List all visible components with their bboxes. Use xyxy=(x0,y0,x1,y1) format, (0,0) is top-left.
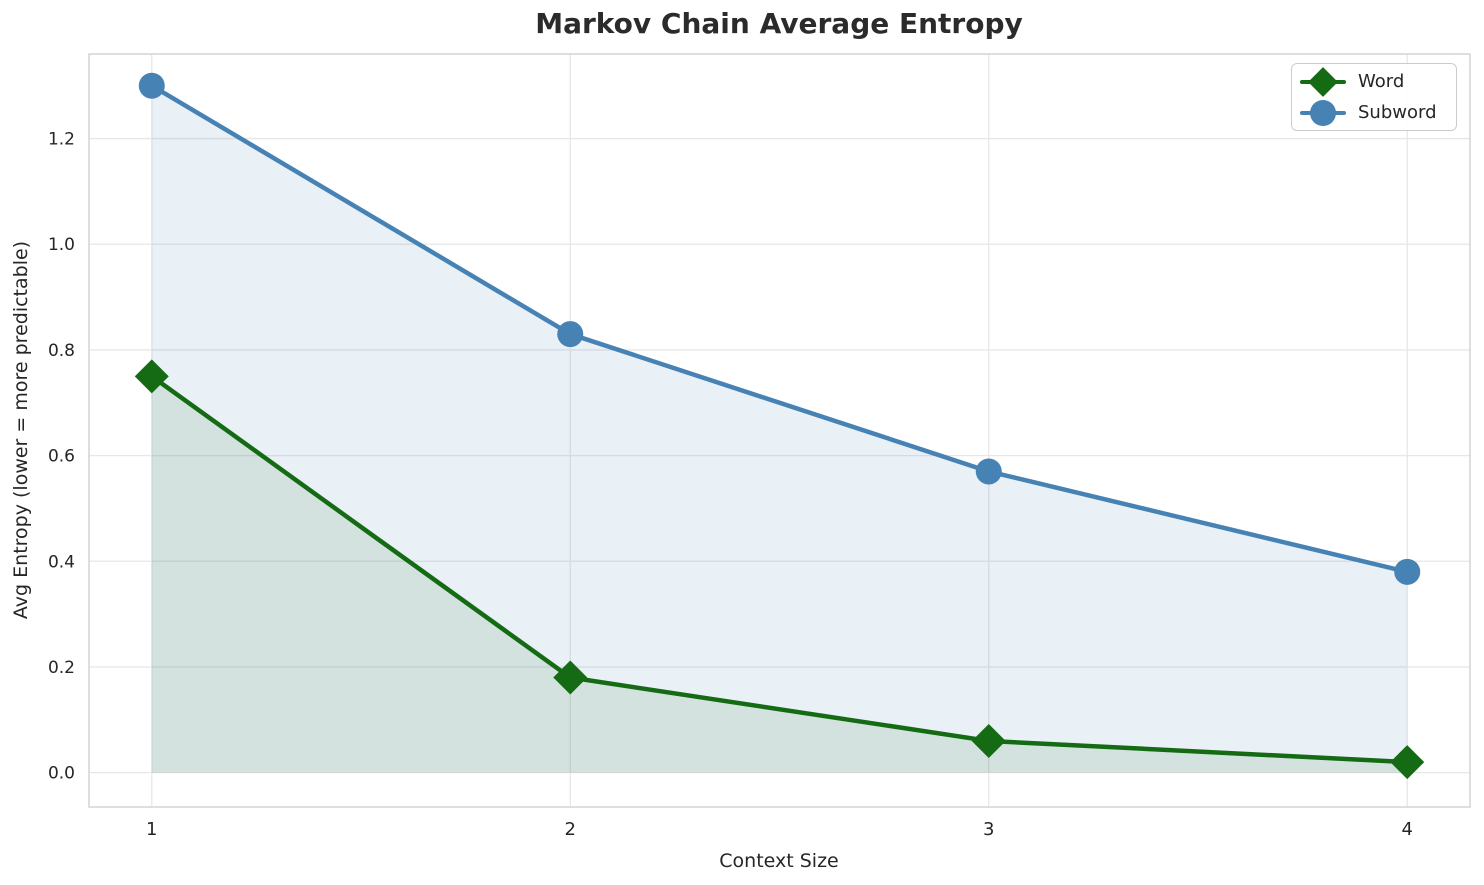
y-tick-label: 0.4 xyxy=(48,552,75,572)
x-axis-label: Context Size xyxy=(719,850,839,872)
legend-item-subword: Subword xyxy=(1300,98,1448,127)
plot-border xyxy=(88,53,1471,808)
word-series-line xyxy=(149,374,1410,765)
legend-item-word: Word xyxy=(1300,66,1448,97)
subword-series-line xyxy=(149,83,1410,575)
y-axis-label: Avg Entropy (lower = more predictable) xyxy=(10,240,32,620)
subword-data-point xyxy=(138,72,165,99)
legend: Word Subword xyxy=(1291,63,1457,131)
diamond-marker-icon xyxy=(1308,66,1338,97)
x-tick-label: 2 xyxy=(565,819,576,840)
legend-label-subword: Subword xyxy=(1358,102,1437,123)
x-tick-label: 1 xyxy=(146,819,157,840)
legend-label-word: Word xyxy=(1358,71,1405,92)
word-data-point xyxy=(971,723,1006,758)
subword-data-point xyxy=(557,321,584,348)
y-tick-label: 0.2 xyxy=(48,658,75,678)
subword-data-point xyxy=(975,458,1002,485)
y-tick-label: 0.0 xyxy=(48,764,75,784)
legend-marker-subword xyxy=(1300,98,1346,127)
subword-data-point xyxy=(1394,558,1421,585)
x-tick-label: 4 xyxy=(1402,819,1413,840)
word-data-point xyxy=(553,660,588,695)
y-tick-label: 0.6 xyxy=(48,447,75,467)
y-tick-label: 0.8 xyxy=(48,341,75,361)
word-area-fill xyxy=(151,376,1408,773)
word-data-point xyxy=(1390,745,1425,780)
legend-marker-word xyxy=(1300,66,1346,97)
chart-title: Markov Chain Average Entropy xyxy=(535,7,1023,40)
circle-marker-icon xyxy=(1310,99,1336,126)
word-data-point xyxy=(134,359,169,394)
y-tick-label: 1.2 xyxy=(48,130,75,150)
y-tick-label: 1.0 xyxy=(48,235,75,255)
x-tick-label: 3 xyxy=(983,819,994,840)
